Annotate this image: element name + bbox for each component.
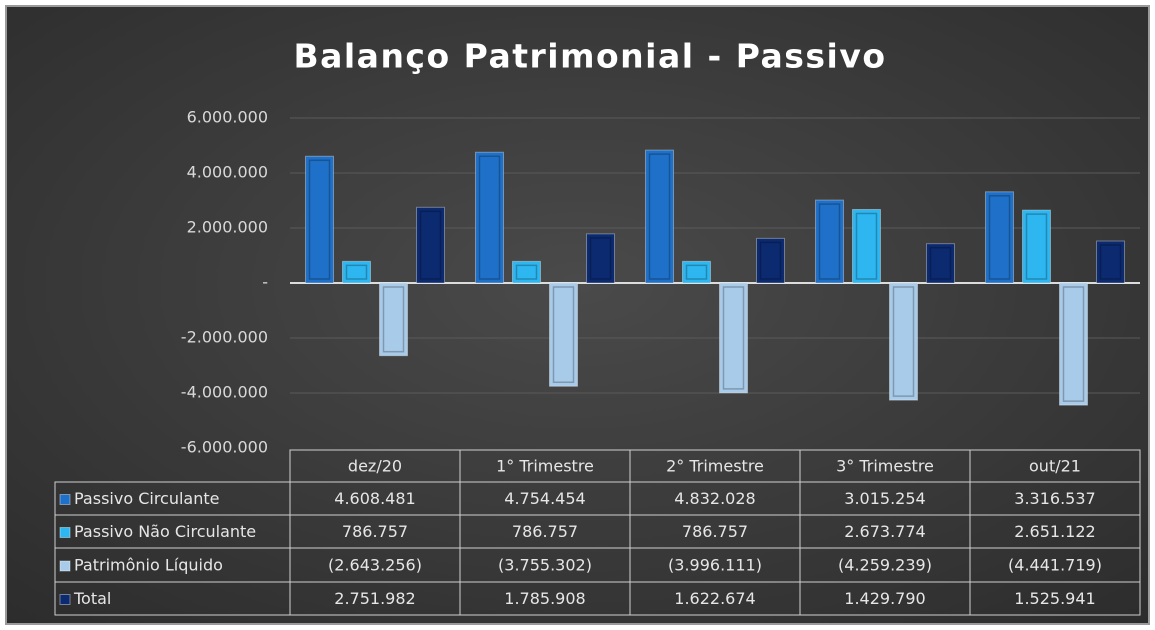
data-label: 4.608.481: [334, 489, 415, 508]
bar-bevel: [855, 212, 878, 280]
data-label: 786.757: [342, 522, 408, 541]
chart-title: Balanço Patrimonial - Passivo: [293, 37, 886, 76]
data-label: 2.673.774: [844, 522, 925, 541]
x-tick-label: 3° Trimestre: [836, 457, 934, 476]
y-tick-label: -4.000.000: [181, 383, 268, 402]
legend-swatch: [59, 527, 71, 538]
bar-bevel: [818, 203, 841, 280]
bar-bevel: [589, 237, 612, 280]
data-label: 4.754.454: [504, 489, 585, 508]
bar: [416, 206, 445, 284]
bar-bevel: [988, 195, 1011, 280]
plot: -6.000.000-4.000.000-2.000.000-2.000.000…: [54, 108, 1141, 616]
bar-bevel: [382, 286, 405, 353]
legend-label: Passivo Não Circulante: [74, 522, 256, 541]
data-label: 2.651.122: [1014, 522, 1095, 541]
data-label: (3.755.302): [498, 556, 592, 575]
y-tick-label: 2.000.000: [187, 218, 268, 237]
bar: [342, 260, 371, 284]
x-tick-label: 1° Trimestre: [496, 457, 594, 476]
bar: [512, 260, 541, 284]
data-label: 786.757: [682, 522, 748, 541]
data-label: (3.996.111): [668, 556, 762, 575]
bar-bevel: [515, 264, 538, 280]
bar-bevel: [478, 155, 501, 280]
data-label: (4.441.719): [1008, 556, 1102, 575]
bar-bevel: [1099, 244, 1122, 280]
y-tick-label: 6.000.000: [187, 108, 268, 127]
bar: [1059, 282, 1088, 406]
data-label: 2.751.982: [334, 589, 415, 608]
legend-label: Passivo Circulante: [74, 489, 219, 508]
bar: [719, 282, 748, 394]
bar-bevel: [419, 210, 442, 280]
bar-bevel: [929, 246, 952, 280]
bar: [852, 208, 881, 284]
bar: [1096, 240, 1125, 284]
bar: [305, 155, 334, 284]
bar-bevel: [648, 153, 671, 280]
data-label: (2.643.256): [328, 556, 422, 575]
data-label: 3.015.254: [844, 489, 925, 508]
bar: [756, 237, 785, 284]
bar: [889, 282, 918, 401]
bar: [1022, 209, 1051, 284]
bar: [815, 199, 844, 284]
legend-label: Total: [73, 589, 111, 608]
data-label: 786.757: [512, 522, 578, 541]
y-tick-label: -2.000.000: [181, 328, 268, 347]
table-cell: [969, 581, 1141, 616]
bar: [985, 191, 1014, 284]
bar: [379, 282, 408, 357]
bar: [645, 149, 674, 284]
data-label: 1.785.908: [504, 589, 585, 608]
legend-label: Patrimônio Líquido: [74, 556, 223, 575]
legend-swatch: [59, 494, 71, 505]
bar-bevel: [345, 264, 368, 280]
bar-bevel: [308, 159, 331, 280]
x-tick-label: dez/20: [348, 457, 402, 476]
legend-swatch: [59, 594, 71, 605]
legend-swatch: [59, 560, 71, 572]
bar: [682, 260, 711, 284]
bar-bevel: [759, 241, 782, 280]
y-tick-label: 4.000.000: [187, 163, 268, 182]
y-tick-label: -6.000.000: [181, 438, 268, 457]
x-tick-label: out/21: [1029, 457, 1081, 476]
bar-bevel: [1025, 213, 1048, 280]
bar-bevel: [892, 286, 915, 397]
bar-bevel: [552, 286, 575, 384]
bar: [549, 282, 578, 387]
data-label: 1.525.941: [1014, 589, 1095, 608]
data-label: 3.316.537: [1014, 489, 1095, 508]
bar: [926, 243, 955, 284]
bar: [475, 151, 504, 284]
bar-bevel: [685, 264, 708, 280]
data-label: 1.622.674: [674, 589, 755, 608]
bar: [586, 233, 615, 284]
data-label: (4.259.239): [838, 556, 932, 575]
x-tick-label: 2° Trimestre: [666, 457, 764, 476]
data-label: 4.832.028: [674, 489, 755, 508]
bar-bevel: [722, 286, 745, 390]
y-tick-label: -: [262, 273, 268, 292]
data-label: 1.429.790: [844, 589, 925, 608]
bar-bevel: [1062, 286, 1085, 402]
